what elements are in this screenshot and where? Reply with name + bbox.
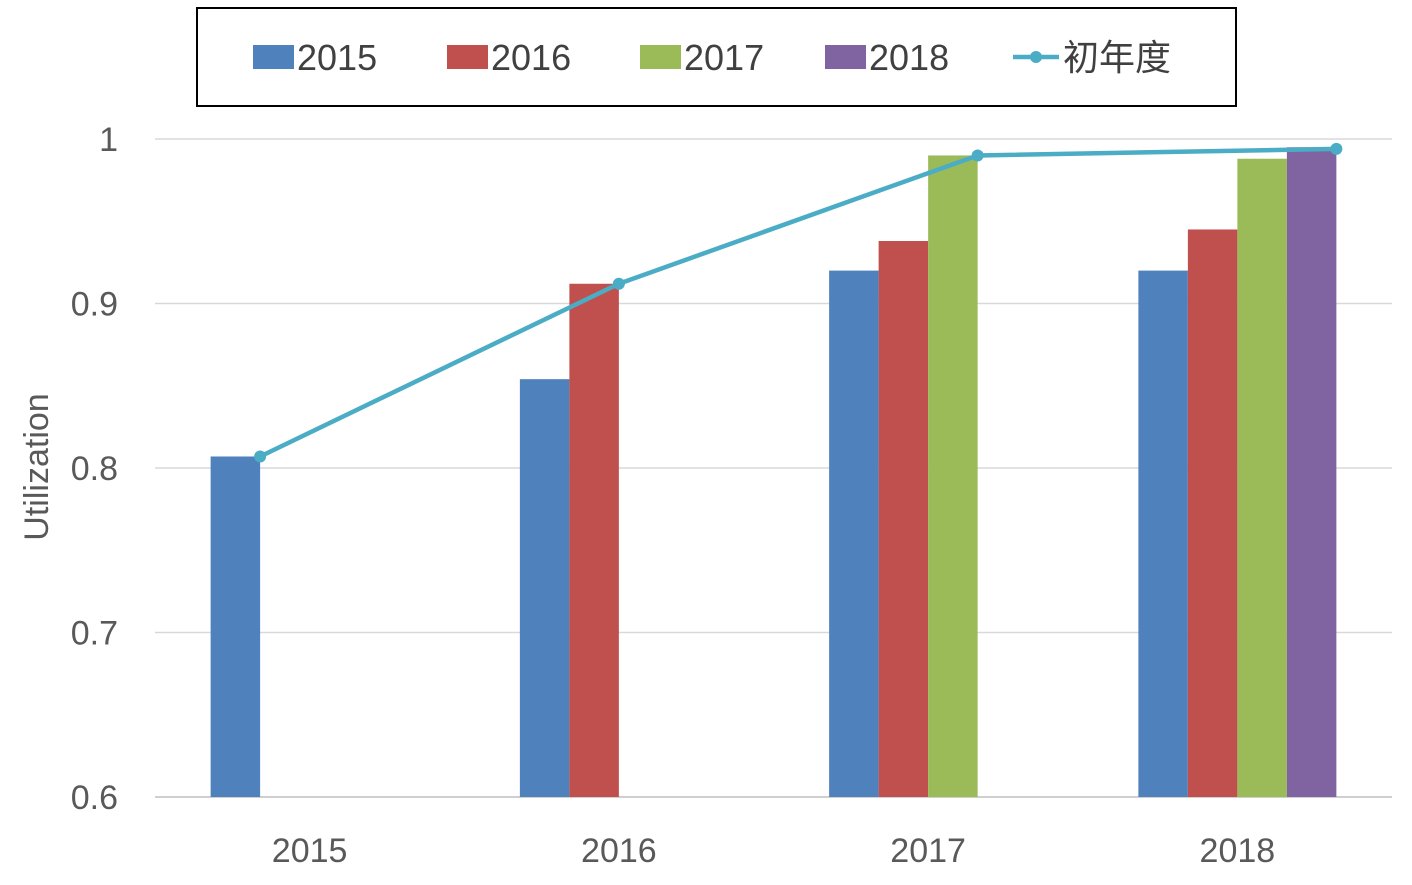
- legend-swatch-2016: [447, 45, 488, 69]
- bar-2015-2017: [829, 270, 879, 798]
- bar-2016-2017: [878, 240, 929, 798]
- bar-2016-2016: [569, 283, 619, 797]
- legend-label-2016: 2016: [491, 37, 571, 78]
- legend-label-2017: 2017: [684, 37, 764, 78]
- bar-2017-2018: [1237, 158, 1287, 798]
- bar-2015-2018: [1138, 270, 1188, 798]
- legend-box: [196, 7, 1237, 107]
- y-tick-label: 0.6: [71, 779, 118, 817]
- line-series: [254, 142, 1343, 463]
- x-tick-label: 2016: [581, 832, 657, 870]
- legend-swatch-marker: [1030, 51, 1042, 63]
- line-point-2017: [971, 149, 984, 162]
- legend-label-初年度: 初年度: [1063, 37, 1171, 78]
- y-tick-label: 0.8: [71, 450, 118, 488]
- y-axis-tick-labels: 0.6 0.7 0.8 0.9 1: [71, 121, 118, 817]
- line-point-2018: [1330, 142, 1343, 155]
- legend-swatch-2017: [640, 45, 681, 69]
- bar-2017-2017: [928, 155, 978, 797]
- y-tick-label: 0.7: [71, 615, 118, 653]
- legend-label-2015: 2015: [297, 37, 377, 78]
- line-point-2015: [254, 450, 267, 463]
- line-point-2016: [612, 277, 625, 290]
- y-axis-title: Utilization: [18, 393, 56, 540]
- bars: [210, 147, 1337, 798]
- x-tick-label: 2015: [272, 832, 348, 870]
- legend-swatch-2015: [253, 45, 294, 69]
- bar-2015-2016: [519, 379, 570, 797]
- x-axis-tick-labels: 2015 2016 2017 2018: [272, 832, 1275, 870]
- x-tick-label: 2018: [1200, 832, 1276, 870]
- y-tick-label: 1: [99, 121, 118, 159]
- bar-2018-2018: [1286, 147, 1337, 798]
- legend: 2015 2016 2017 2018 初年度: [196, 7, 1237, 107]
- legend-label-2018: 2018: [869, 37, 949, 78]
- legend-swatch-2018: [825, 45, 866, 69]
- y-tick-label: 0.9: [71, 286, 118, 324]
- bar-2015-2015: [210, 456, 261, 797]
- line-初年度: [259, 146, 1337, 459]
- x-tick-label: 2017: [890, 832, 966, 870]
- bar-2016-2018: [1187, 229, 1238, 798]
